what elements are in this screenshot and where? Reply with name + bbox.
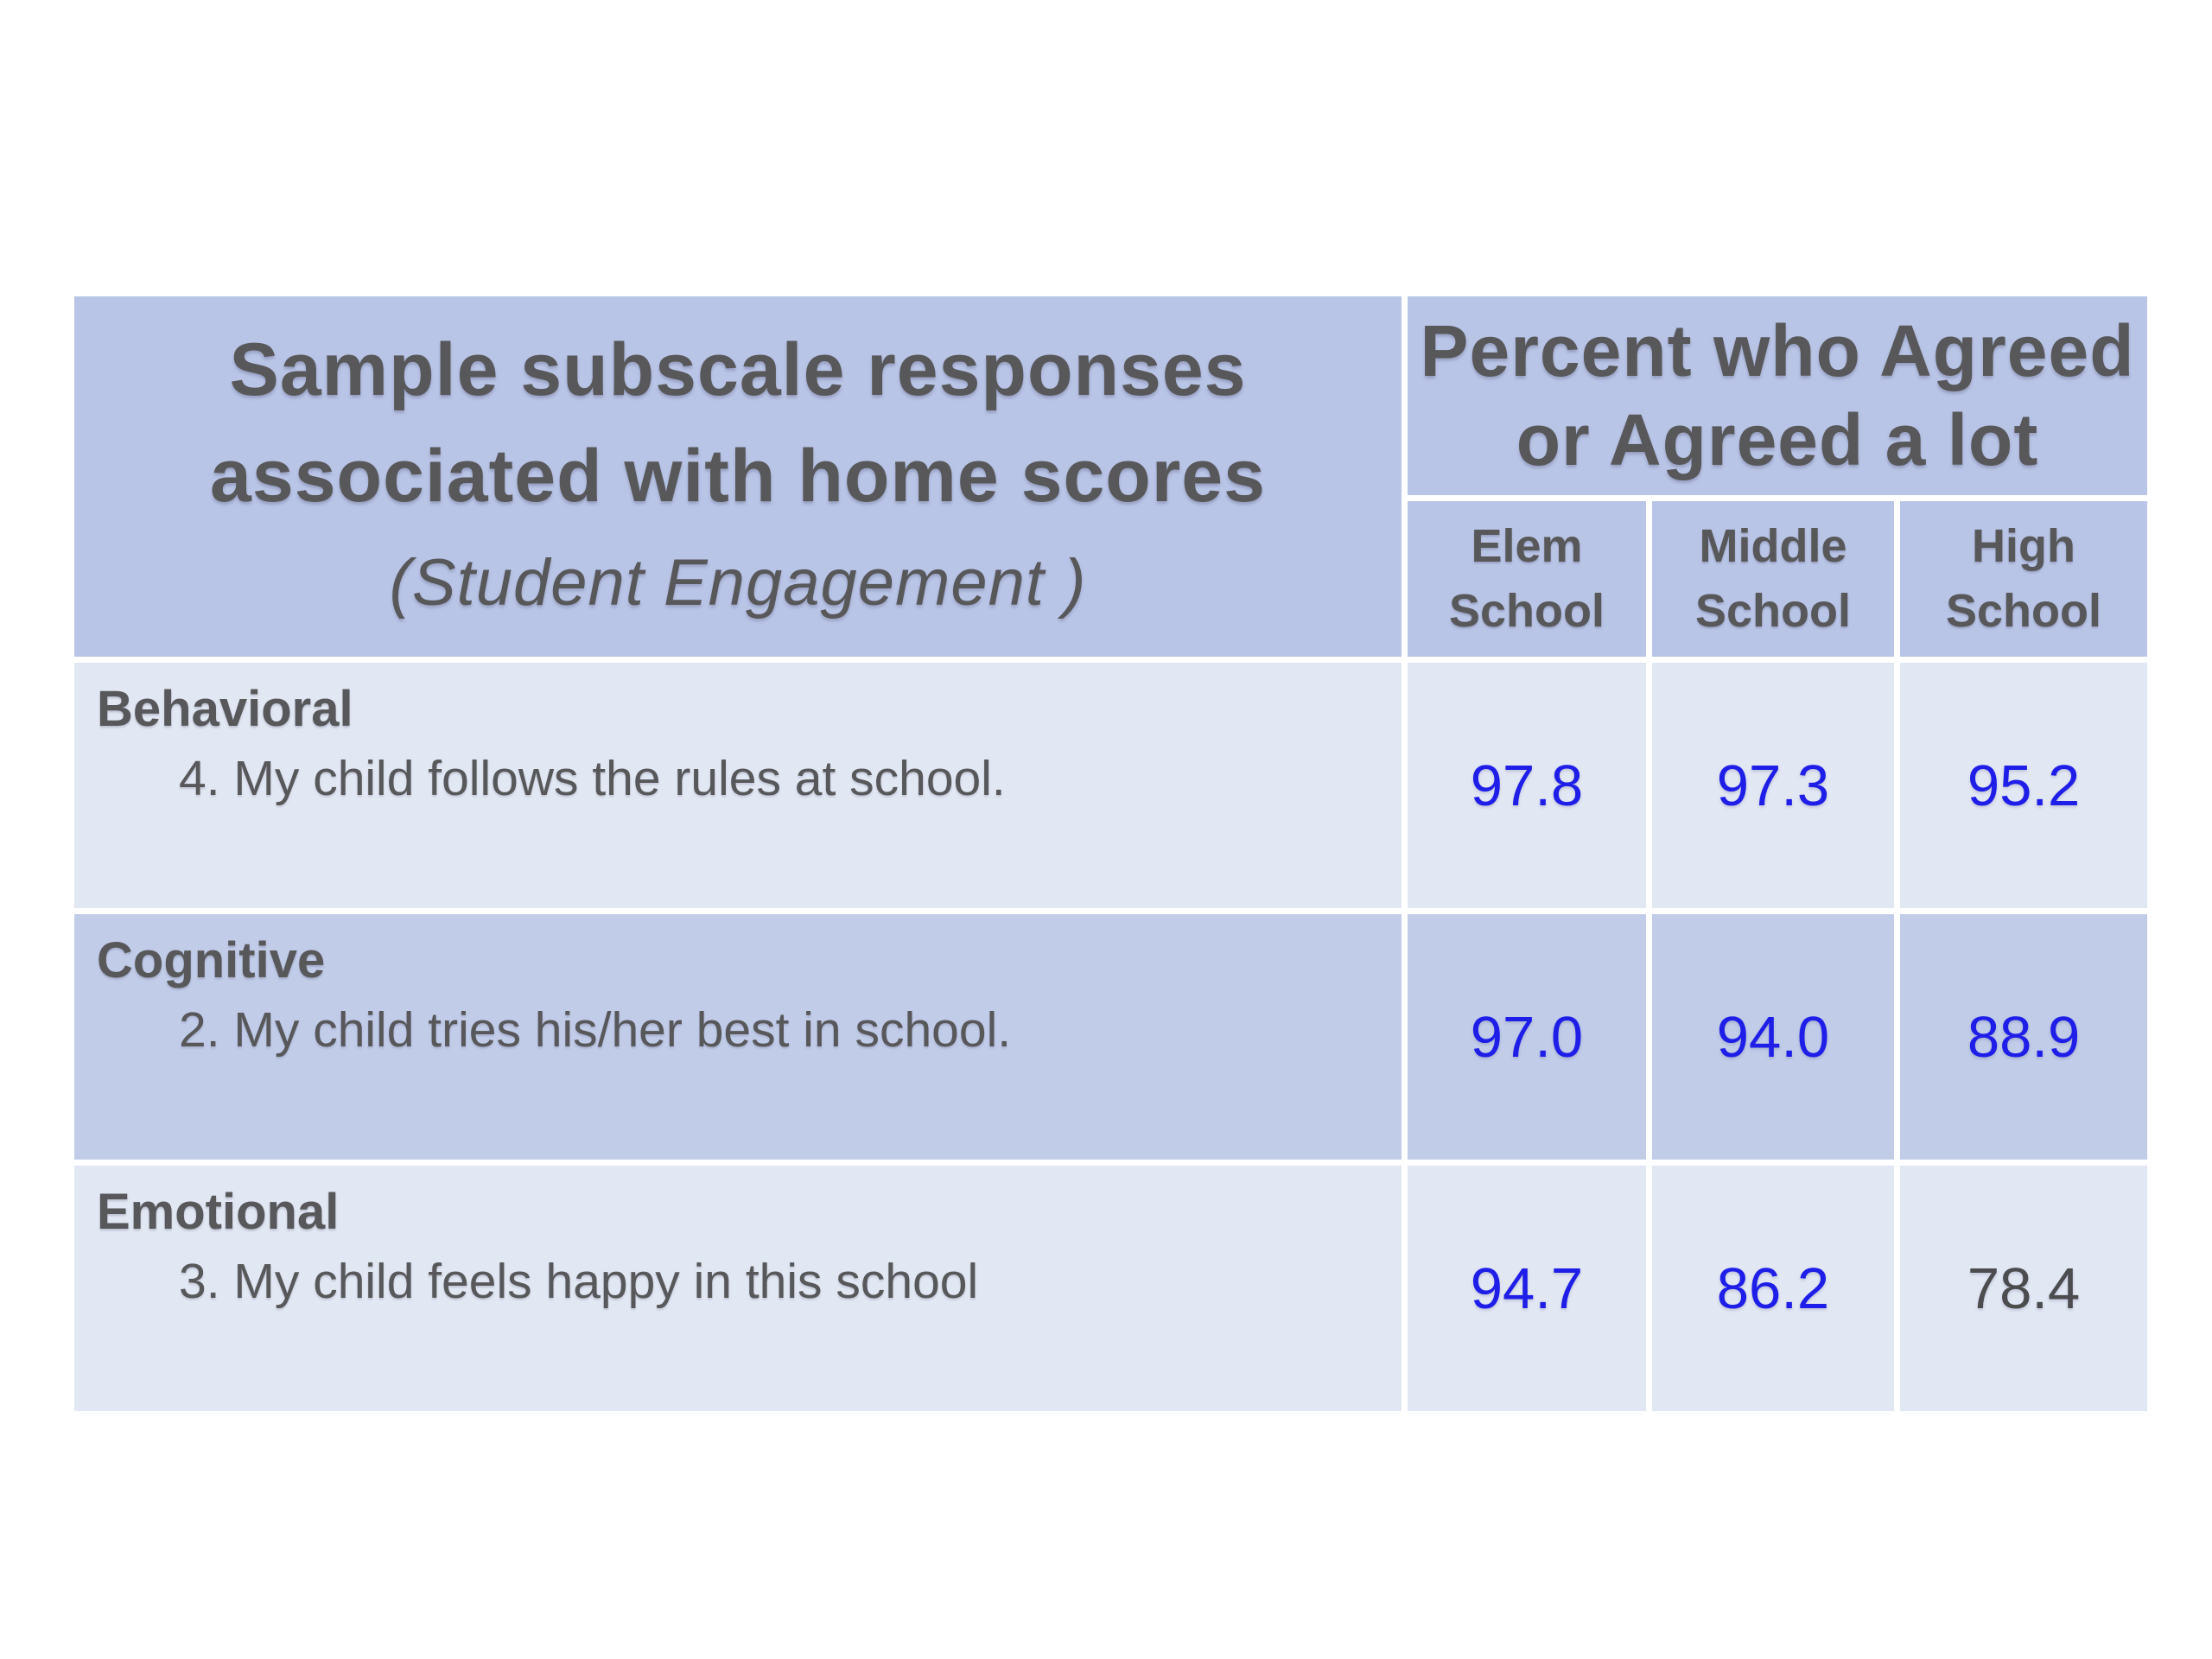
column-header-middle-school: Middle School (1652, 501, 1894, 657)
behavioral-description-cell: Behavioral 4. My child follows the rules… (74, 663, 1402, 908)
value-cognitive-high: 88.9 (1900, 914, 2148, 1160)
cognitive-description-cell: Cognitive 2. My child tries his/her best… (74, 914, 1402, 1160)
middle-school-line-2: School (1694, 585, 1851, 637)
percent-header-line-2: or Agreed a lot (1516, 399, 2039, 480)
value-behavioral-elem: 97.8 (1408, 663, 1646, 908)
table-row-behavioral: Behavioral 4. My child follows the rules… (74, 663, 2148, 908)
survey-results-table: Sample subscale responses associated wit… (68, 290, 2153, 1417)
column-header-elem-school: Elem School (1408, 501, 1646, 657)
table-title-cell: Sample subscale responses associated wit… (74, 296, 1402, 657)
item-text-cognitive: 2. My child tries his/her best in school… (179, 1002, 1012, 1058)
item-text-behavioral: 4. My child follows the rules at school. (179, 751, 1006, 806)
table-title-line-2: associated with home scores (210, 435, 1266, 518)
table-title-subtitle: (Student Engagement ) (389, 546, 1087, 620)
column-header-high-school: High School (1900, 501, 2148, 657)
middle-school-line-1: Middle (1699, 520, 1847, 572)
percent-agreed-header-cell: Percent who Agreed or Agreed a lot (1408, 296, 2148, 495)
high-school-line-1: High (1972, 520, 2075, 572)
value-behavioral-high: 95.2 (1900, 663, 2148, 908)
percent-header-line-1: Percent who Agreed (1420, 310, 2135, 391)
header-row-main: Sample subscale responses associated wit… (74, 296, 2148, 657)
emotional-description-cell: Emotional 3. My child feels happy in thi… (74, 1166, 1402, 1411)
value-behavioral-middle: 97.3 (1652, 663, 1894, 908)
category-label-cognitive: Cognitive (97, 932, 326, 988)
category-label-emotional: Emotional (97, 1184, 340, 1240)
elem-school-line-2: School (1448, 585, 1605, 637)
value-emotional-middle: 86.2 (1652, 1166, 1894, 1411)
table-row-emotional: Emotional 3. My child feels happy in thi… (74, 1166, 2148, 1411)
table-title-line-1: Sample subscale responses (229, 328, 1247, 411)
high-school-line-2: School (1946, 585, 2102, 637)
value-cognitive-elem: 97.0 (1408, 914, 1646, 1160)
value-cognitive-middle: 94.0 (1652, 914, 1894, 1160)
value-emotional-elem: 94.7 (1408, 1166, 1646, 1411)
elem-school-line-1: Elem (1471, 520, 1583, 572)
category-label-behavioral: Behavioral (97, 681, 353, 737)
header-row-schools: Elem School Middle School High School (74, 501, 2148, 657)
value-emotional-high: 78.4 (1900, 1166, 2148, 1411)
table-row-cognitive: Cognitive 2. My child tries his/her best… (74, 914, 2148, 1160)
item-text-emotional: 3. My child feels happy in this school (179, 1254, 979, 1309)
